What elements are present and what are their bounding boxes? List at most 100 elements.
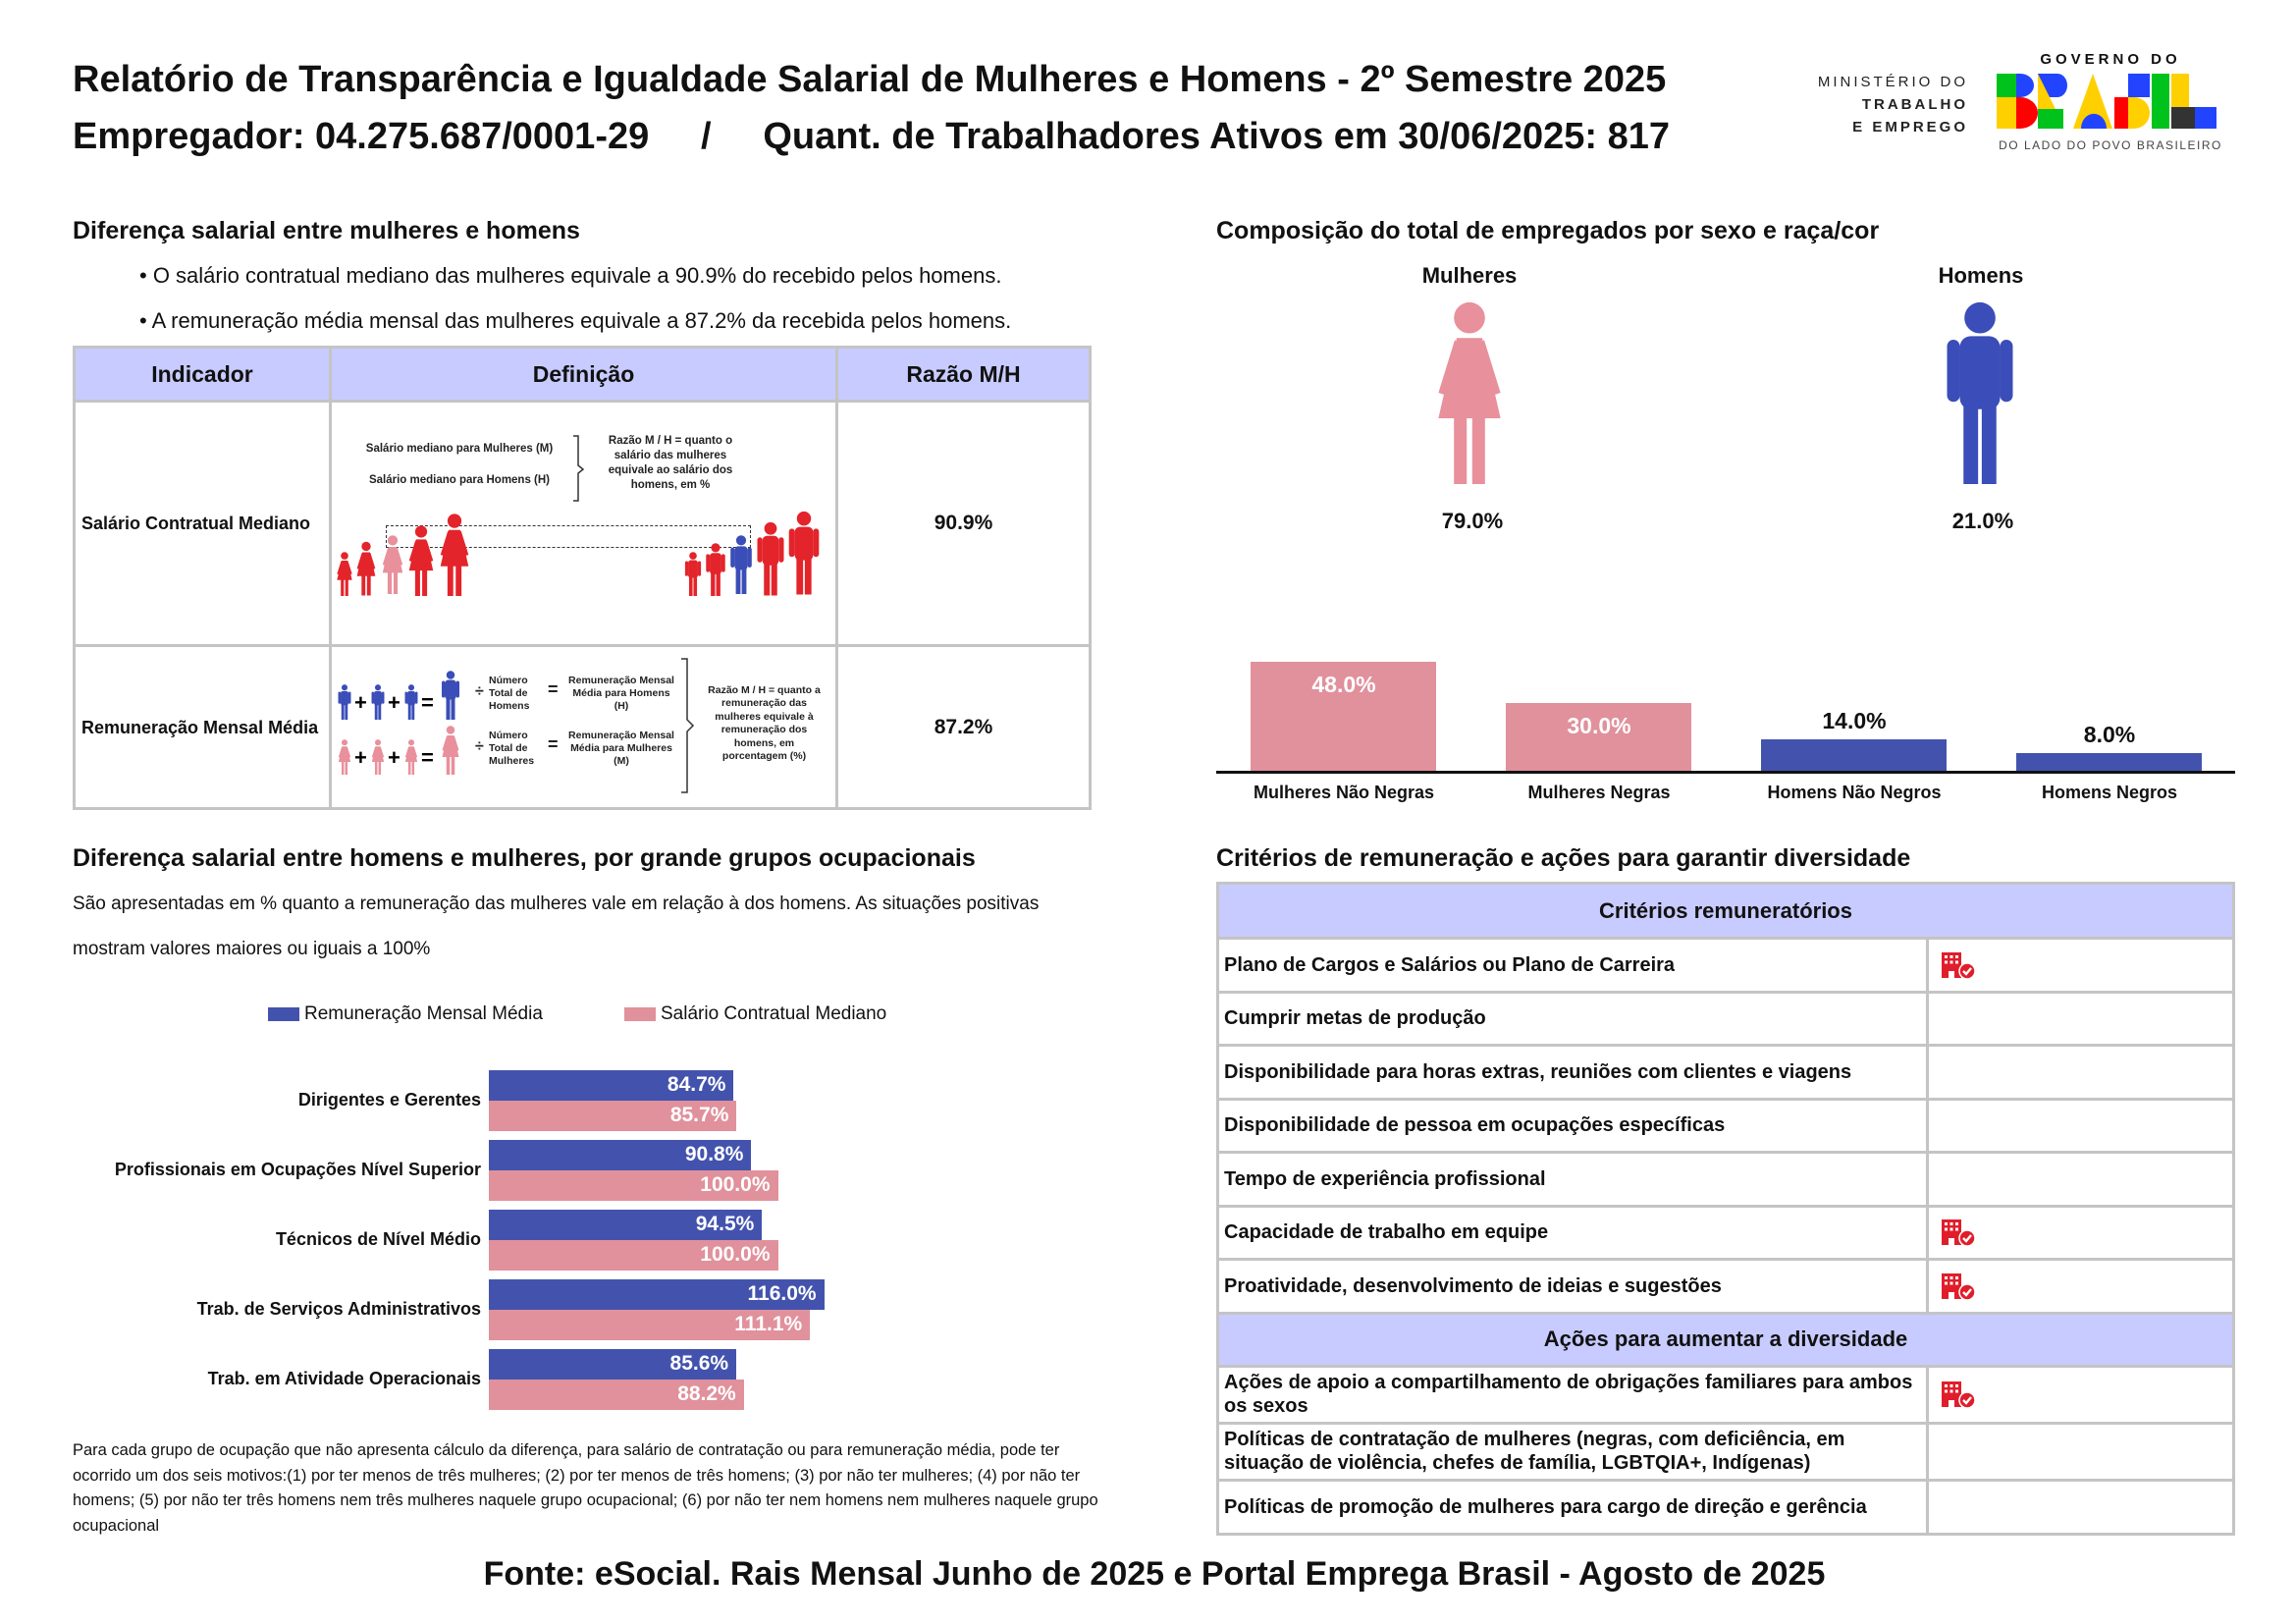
action-status <box>1926 1364 2235 1425</box>
ratio-value: 87.2% <box>835 644 1092 810</box>
criteria-label: Tempo de experiência profissional <box>1216 1151 1929 1208</box>
svg-text:+: + <box>388 745 400 770</box>
criteria-row: Disponibilidade para horas extras, reuni… <box>1216 1044 2235 1101</box>
criteria-label: Capacidade de trabalho em equipe <box>1216 1204 1929 1261</box>
composition-category-label: Mulheres Não Negras <box>1253 783 1435 802</box>
median-salary-diagram: Salário mediano para Mulheres (M) Salári… <box>332 405 835 643</box>
equals-sign: = <box>548 733 559 754</box>
source-footer: Fonte: eSocial. Rais Mensal Junho de 202… <box>483 1555 1826 1593</box>
occupation-bar-value: 100.0% <box>700 1243 771 1266</box>
occupational-footnote: Para cada grupo de ocupação que não apre… <box>73 1441 1098 1535</box>
criteria-section-header: Critérios remuneratórios <box>1216 882 2235 940</box>
table-row: Salário Contratual Mediano Salário media… <box>73 400 1092 647</box>
action-row: Políticas de promoção de mulheres para c… <box>1216 1478 2235 1536</box>
men-avg-pay-label: Remuneração Mensal Média para Homens (H) <box>568 674 674 712</box>
criteria-status <box>1926 1258 2235 1315</box>
criteria-status <box>1926 1044 2235 1101</box>
occupation-bar <box>489 1310 811 1340</box>
legend-label: Remuneração Mensal Média <box>304 1003 543 1024</box>
occupation-bar <box>489 1279 825 1310</box>
criteria-row: Tempo de experiência profissional <box>1216 1151 2235 1208</box>
svg-text:=: = <box>421 690 434 715</box>
ministry-line-3: E EMPREGO <box>1852 119 1968 135</box>
salary-diff-bullet-2: • A remuneração média mensal das mulhere… <box>139 308 1012 333</box>
occupation-bar <box>489 1070 734 1101</box>
action-status <box>1926 1478 2235 1536</box>
occupation-category-label: Técnicos de Nível Médio <box>275 1229 481 1249</box>
composition-bar-value: 30.0% <box>1567 712 1631 738</box>
occupation-bar <box>489 1349 737 1380</box>
composition-category-label: Homens Negros <box>2041 783 2178 802</box>
legend-swatch <box>624 1007 656 1021</box>
dashed-median-box <box>386 524 751 548</box>
criteria-row: Plano de Cargos e Salários ou Plano de C… <box>1216 937 2235 994</box>
composition-bar-value: 14.0% <box>1822 707 1887 733</box>
building-check-icon <box>1940 950 1979 980</box>
criteria-row: Cumprir metas de produção <box>1216 990 2235 1047</box>
woman-icon <box>1438 301 1501 484</box>
occupation-bar-value: 88.2% <box>677 1382 736 1405</box>
definition-cell: + + = + + = ÷ Número Total de Homens = R… <box>329 644 838 810</box>
criteria-label: Plano de Cargos e Salários ou Plano de C… <box>1216 937 1929 994</box>
gov-brasil-logo: GOVERNO DO DO LADO DO POVO BRASILEIRO <box>1993 51 2228 152</box>
legend-label: Salário Contratual Mediano <box>661 1003 887 1024</box>
composition-heading: Composição do total de empregados por se… <box>1216 217 1880 244</box>
criteria-label: Cumprir metas de produção <box>1216 990 1929 1047</box>
action-label: Políticas de promoção de mulheres para c… <box>1216 1478 1929 1536</box>
ministry-line-1: MINISTÉRIO DO <box>1817 74 1968 90</box>
criteria-row: Capacidade de trabalho em equipe <box>1216 1204 2235 1261</box>
occupation-bar <box>489 1240 778 1271</box>
composition-bar <box>1506 702 1691 771</box>
composition-bar <box>1761 738 1947 771</box>
man-icon <box>1947 301 2013 484</box>
criteria-status <box>1926 990 2235 1047</box>
occupation-bar <box>489 1210 763 1240</box>
diagram-ratio-text: Razão M / H = quanto a remuneração das m… <box>708 683 821 763</box>
occupation-bar <box>489 1170 778 1201</box>
svg-text:+: + <box>388 690 400 715</box>
building-check-icon <box>1940 1380 1979 1409</box>
occupation-category-label: Trab. em Atividade Operacionais <box>207 1369 481 1388</box>
table-row: Remuneração Mensal Média + + = + + = ÷ N… <box>73 644 1092 810</box>
section-title: Critérios remuneratórios <box>1216 882 2235 940</box>
divide-sign: ÷ <box>475 737 484 755</box>
building-check-icon <box>1940 1272 1979 1301</box>
indicator-table: Indicador Definição Razão M/H Salário Co… <box>73 346 1092 810</box>
building-check-icon <box>1940 1218 1979 1247</box>
occupation-category-label: Profissionais em Ocupações Nível Superio… <box>114 1160 481 1179</box>
occupation-bar-value: 100.0% <box>700 1173 771 1196</box>
criteria-status <box>1926 1097 2235 1154</box>
composition-bar <box>2016 752 2202 771</box>
diagram-label-men-median: Salário mediano para Homens (H) <box>368 473 551 486</box>
svg-text:=: = <box>421 745 434 770</box>
occupational-desc-1: São apresentadas em % quanto a remuneraç… <box>73 893 1040 914</box>
section-title: Ações para aumentar a diversidade <box>1216 1311 2235 1368</box>
occupation-bar-value: 94.5% <box>695 1213 755 1235</box>
ministry-logo: MINISTÉRIO DO TRABALHO E EMPREGO <box>1811 71 1968 138</box>
indicator-table-header: Indicador Definição Razão M/H <box>73 346 1092 403</box>
composition-bar-value: 48.0% <box>1311 672 1376 698</box>
diagram-ratio-text: Razão M / H = quanto o salário das mulhe… <box>608 434 733 491</box>
total-women-label: Número Total de Mulheres <box>489 729 535 767</box>
occupation-bar-value: 90.8% <box>684 1143 744 1165</box>
women-label: Mulheres <box>1421 263 1518 288</box>
occupation-bar-value: 111.1% <box>734 1313 803 1335</box>
occupation-category-label: Trab. de Serviços Administrativos <box>196 1299 481 1319</box>
brace-icon <box>681 657 695 793</box>
action-row: Políticas de contratação de mulheres (ne… <box>1216 1421 2235 1482</box>
col-header-definition: Definição <box>329 346 838 403</box>
composition-bar <box>1251 662 1436 771</box>
ministry-line-2: TRABALHO <box>1861 96 1968 113</box>
brace-icon <box>573 434 585 502</box>
gov-logo-top: GOVERNO DO <box>2040 51 2181 68</box>
occupation-category-label: Dirigentes e Gerentes <box>297 1090 481 1110</box>
women-avg-pay-label: Remuneração Mensal Média para Mulheres (… <box>568 729 674 767</box>
composition-category-label: Mulheres Negras <box>1527 783 1671 802</box>
composition-bar-value: 8.0% <box>2083 721 2136 747</box>
occupational-heading: Diferença salarial entre homens e mulher… <box>73 844 976 872</box>
svg-text:+: + <box>354 745 367 770</box>
criteria-status <box>1926 1151 2235 1208</box>
indicator-name: Salário Contratual Mediano <box>73 400 332 647</box>
occupation-bar <box>489 1380 744 1410</box>
brasil-wordmark-icon <box>1997 74 2216 129</box>
